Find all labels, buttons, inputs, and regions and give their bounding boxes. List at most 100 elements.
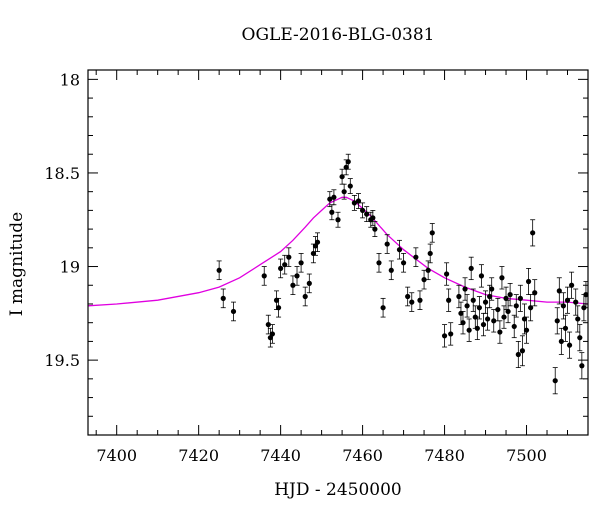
data-point <box>400 260 407 266</box>
data-point <box>275 305 282 311</box>
data-point <box>230 308 237 315</box>
data-point <box>478 273 485 279</box>
data-point <box>511 323 517 330</box>
data-point <box>484 316 491 322</box>
data-point <box>495 306 501 313</box>
data-point <box>345 159 351 165</box>
data-point <box>427 250 433 257</box>
data-point <box>359 207 366 213</box>
data-point <box>278 265 284 272</box>
model-curve <box>88 196 588 307</box>
x-tick-label: 7420 <box>178 446 219 465</box>
data-point <box>505 308 511 315</box>
data-point <box>405 293 411 300</box>
data-point <box>341 189 347 195</box>
y-tick-label: 18 <box>60 70 80 89</box>
data-point <box>298 260 304 266</box>
data-point <box>552 378 558 384</box>
data-point <box>558 338 564 345</box>
data-point <box>376 260 382 266</box>
axes: 7400 7420 7440 7460 7480 7500 18 18.5 19 19.5 <box>44 70 589 465</box>
data-point <box>306 280 312 286</box>
data-point <box>413 254 419 260</box>
data-point <box>470 297 476 303</box>
data-point <box>216 267 222 273</box>
data-point <box>282 262 288 268</box>
data-point <box>554 318 560 324</box>
data-point <box>446 297 452 303</box>
data-point <box>556 288 562 294</box>
data-point <box>364 211 370 217</box>
data-point <box>351 200 357 206</box>
data-point <box>515 351 521 358</box>
data-point <box>474 325 480 331</box>
plot-area <box>88 153 588 395</box>
x-tick-label: 7400 <box>96 446 137 465</box>
data-point <box>566 342 573 348</box>
data-point <box>329 209 335 215</box>
data-point <box>269 331 276 337</box>
data-point <box>525 278 532 285</box>
data-point <box>460 320 466 326</box>
data-point <box>327 196 333 202</box>
data-point <box>519 348 526 354</box>
data-point <box>517 295 523 301</box>
data-point <box>441 333 448 339</box>
data-point <box>417 297 423 303</box>
x-tick-label: 7480 <box>424 446 465 465</box>
data-point <box>499 275 505 281</box>
data-point <box>575 316 581 322</box>
data-point <box>339 174 345 180</box>
y-tick-label: 18.5 <box>44 164 80 183</box>
data-point <box>290 282 296 288</box>
data-point <box>507 292 513 298</box>
data-point <box>503 295 509 301</box>
data-point <box>562 325 569 331</box>
data-point <box>384 241 390 247</box>
data-point <box>310 250 317 257</box>
data-point <box>482 299 489 305</box>
chart-title: OGLE-2016-BLG-0381 <box>242 25 435 45</box>
data-point <box>458 310 464 316</box>
data-point <box>528 305 534 311</box>
data-point <box>448 331 454 337</box>
data-point <box>302 293 308 300</box>
data-point <box>579 363 585 369</box>
data-point <box>396 247 403 253</box>
data-point <box>573 299 579 305</box>
data-point <box>513 303 519 309</box>
data-point <box>286 254 292 260</box>
data-point <box>523 327 530 333</box>
data-point <box>487 293 493 300</box>
data-point <box>220 295 226 301</box>
plot-frame <box>87 69 589 436</box>
data-point <box>335 217 341 223</box>
data-point <box>265 321 271 328</box>
data-point <box>464 303 470 309</box>
x-tick-label: 7460 <box>342 446 383 465</box>
data-point <box>577 335 583 341</box>
data-point <box>462 286 468 292</box>
x-tick-label: 7440 <box>260 446 301 465</box>
data-point <box>521 316 528 322</box>
data-point <box>347 183 353 189</box>
data-point <box>564 297 571 303</box>
x-axis-label: HJD - 2450000 <box>274 480 402 500</box>
data-point <box>501 314 507 320</box>
data-point <box>497 329 503 335</box>
data-point <box>355 198 362 204</box>
data-point <box>569 282 575 288</box>
y-tick-label: 19.5 <box>44 351 80 370</box>
data-point <box>489 286 495 292</box>
data-point <box>294 273 300 279</box>
data-point <box>530 230 536 236</box>
data-point <box>314 239 321 245</box>
data-point <box>409 299 415 305</box>
data-point <box>560 303 567 309</box>
data-point <box>480 321 487 328</box>
x-tick-label: 7500 <box>506 446 547 465</box>
y-tick-label: 19 <box>60 258 80 277</box>
data-point <box>421 277 427 283</box>
